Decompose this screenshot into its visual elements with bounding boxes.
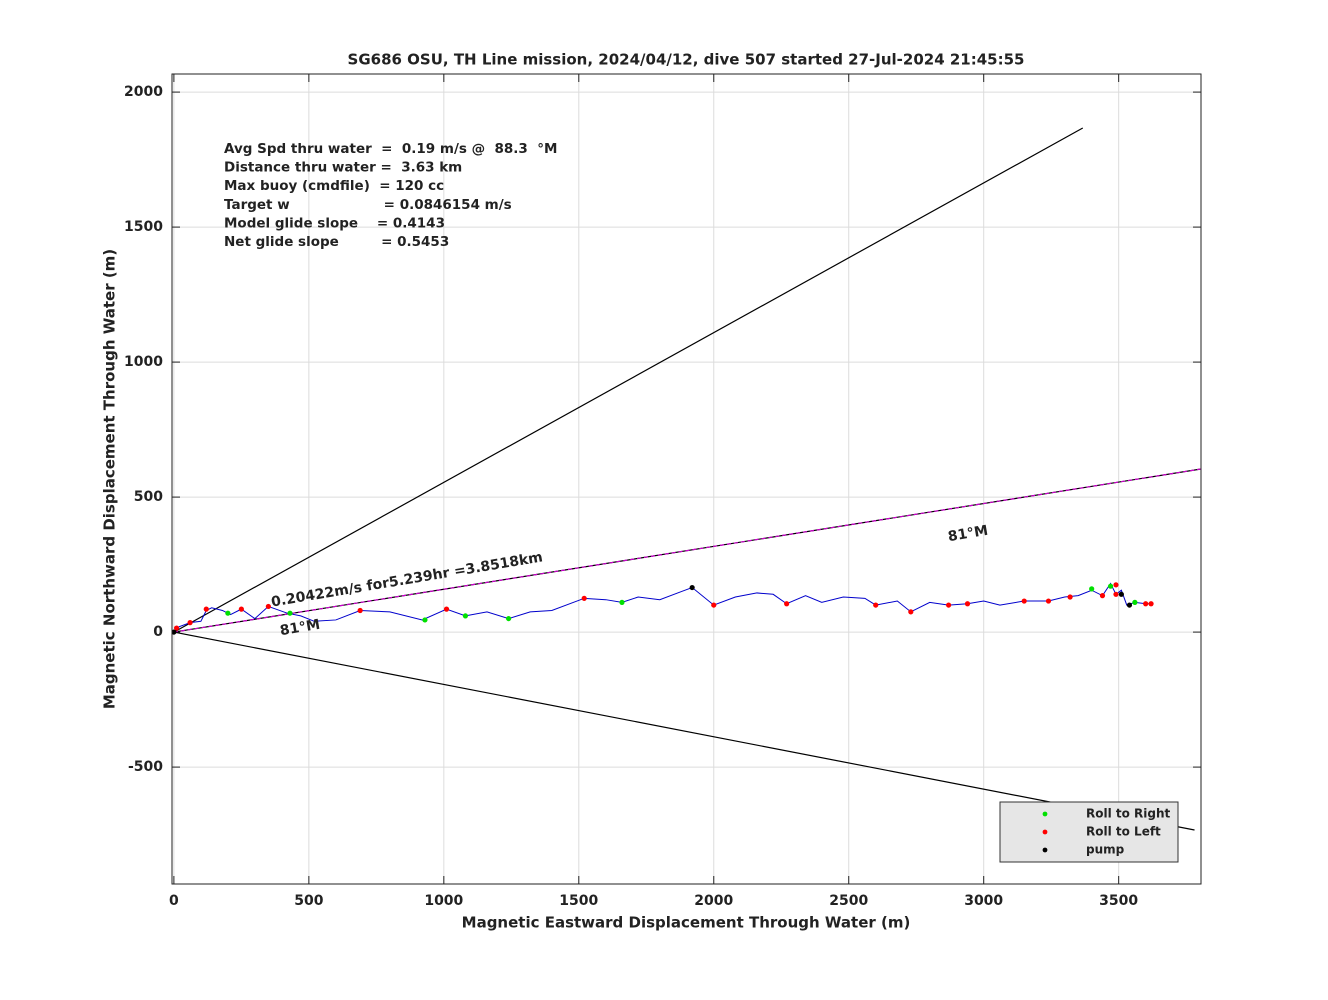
marker xyxy=(265,603,271,610)
stats-text: Target w = 0.0846154 m/s xyxy=(224,197,512,213)
marker xyxy=(172,629,177,635)
x-tick-label: 2500 xyxy=(829,893,868,909)
marker xyxy=(1021,598,1027,604)
legend xyxy=(999,801,1179,863)
annotation: 81°M xyxy=(947,523,990,545)
plot-content xyxy=(172,127,1201,831)
chart-title: SG686 OSU, TH Line mission, 2024/04/12, … xyxy=(348,51,1025,69)
marker xyxy=(619,599,625,605)
plot-frame xyxy=(171,73,1202,885)
x-tick-label: 1500 xyxy=(559,893,598,909)
y-tick-label: 1000 xyxy=(124,354,163,370)
marker xyxy=(443,606,450,612)
y-tick-label: 1500 xyxy=(124,219,163,235)
marker xyxy=(422,617,428,623)
marker xyxy=(1126,602,1133,608)
marker xyxy=(1089,586,1095,592)
marker xyxy=(1143,601,1149,607)
legend-label: Roll to Right xyxy=(1086,807,1171,821)
y-tick-label: 500 xyxy=(134,489,163,505)
reference-line xyxy=(173,468,1201,633)
x-tick-label: 2000 xyxy=(694,893,733,909)
x-tick-label: 1000 xyxy=(424,893,463,909)
marker xyxy=(784,601,790,607)
y-axis-label: Magnetic Northward Displacement Through … xyxy=(101,249,119,709)
legend-marker xyxy=(1042,829,1048,835)
marker xyxy=(1045,598,1052,604)
marker xyxy=(964,601,971,607)
marker xyxy=(238,606,244,612)
marker xyxy=(711,602,717,608)
marker xyxy=(1113,591,1119,597)
marker xyxy=(908,609,914,615)
marker xyxy=(225,610,231,616)
marker xyxy=(287,610,293,616)
legend-marker xyxy=(1042,811,1048,817)
marker xyxy=(187,620,193,626)
x-tick-label: 3500 xyxy=(1099,893,1138,909)
annotation: 81°M xyxy=(279,617,322,639)
marker xyxy=(1107,583,1114,589)
stats-text: Avg Spd thru water = 0.19 m/s @ 88.3 °M xyxy=(224,141,557,157)
stats-text: Max buoy (cmdfile) = 120 cc xyxy=(224,178,444,194)
marker xyxy=(873,602,879,608)
marker xyxy=(581,595,587,601)
stats-text: Net glide slope = 0.5453 xyxy=(224,234,449,250)
marker xyxy=(506,615,512,622)
marker xyxy=(1113,582,1119,588)
x-tick-label: 3000 xyxy=(964,893,1003,909)
stats-text: Model glide slope = 0.4143 xyxy=(224,215,445,231)
marker xyxy=(946,602,952,608)
legend-label: pump xyxy=(1086,843,1125,857)
x-tick-label: 0 xyxy=(169,893,179,909)
marker xyxy=(1118,591,1124,597)
marker xyxy=(357,607,363,614)
reference-line xyxy=(173,127,1084,633)
marker xyxy=(1132,599,1138,605)
plot-area xyxy=(172,74,1201,884)
y-tick-label: -500 xyxy=(128,759,163,775)
x-tick-label: 500 xyxy=(294,893,323,909)
y-tick-label: 2000 xyxy=(124,84,163,100)
x-axis-label: Magnetic Eastward Displacement Through W… xyxy=(462,914,911,932)
marker xyxy=(1099,593,1106,599)
marker xyxy=(462,613,469,619)
legend-marker xyxy=(1042,847,1048,853)
reference-line xyxy=(173,631,1195,831)
marker xyxy=(173,625,180,631)
marker xyxy=(1148,601,1154,607)
stats-text: Distance thru water = 3.63 km xyxy=(224,160,462,176)
marker xyxy=(1067,594,1073,600)
marker xyxy=(689,584,695,591)
marker xyxy=(203,606,209,612)
legend-label: Roll to Left xyxy=(1086,825,1161,839)
y-tick-label: 0 xyxy=(153,624,163,640)
